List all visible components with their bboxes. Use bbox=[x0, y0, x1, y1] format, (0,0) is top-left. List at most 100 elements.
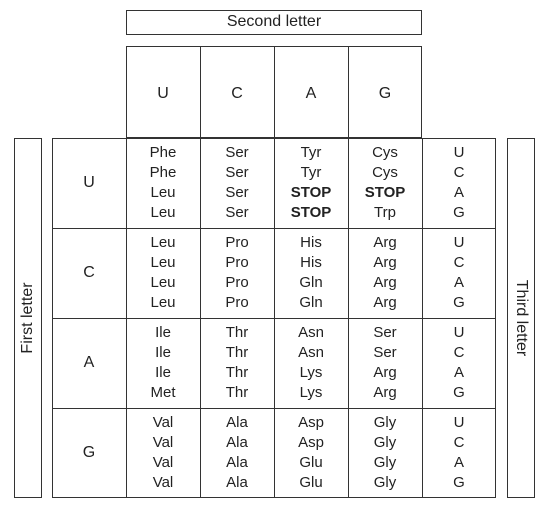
stop-codon: STOP bbox=[364, 184, 406, 201]
third-letter-c: C bbox=[453, 164, 465, 181]
first-letter-label: First letter bbox=[19, 282, 36, 354]
grid-row-divider bbox=[52, 318, 496, 319]
third-letter-a: A bbox=[453, 274, 464, 291]
amino-acid: His bbox=[300, 234, 322, 251]
amino-acid: Glu bbox=[299, 474, 323, 491]
amino-acid: Ile bbox=[155, 324, 171, 341]
amino-acid: Arg bbox=[373, 234, 397, 251]
amino-acid: Gly bbox=[373, 414, 397, 431]
third-letter-g: G bbox=[453, 384, 465, 401]
second-letter-u: U bbox=[157, 85, 169, 102]
amino-acid: Thr bbox=[225, 344, 249, 361]
third-letter-u: U bbox=[453, 324, 465, 341]
amino-acid: Asp bbox=[298, 434, 324, 451]
third-letter-c: C bbox=[453, 344, 465, 361]
amino-acid: Met bbox=[150, 384, 176, 401]
amino-acid: Pro bbox=[225, 294, 249, 311]
amino-acid: Phe bbox=[149, 164, 177, 181]
third-letter-u: U bbox=[453, 144, 465, 161]
amino-acid: Gly bbox=[373, 434, 397, 451]
amino-acid: Pro bbox=[225, 274, 249, 291]
first-letter-side-box bbox=[14, 138, 42, 498]
amino-acid: Ile bbox=[155, 344, 171, 361]
amino-acid: Ser bbox=[225, 204, 249, 221]
amino-acid: Leu bbox=[150, 184, 176, 201]
amino-acid: Asp bbox=[298, 414, 324, 431]
amino-acid: Val bbox=[152, 474, 174, 491]
amino-acid: Trp bbox=[374, 204, 396, 221]
amino-acid: Thr bbox=[225, 324, 249, 341]
third-letter-c: C bbox=[453, 254, 465, 271]
amino-acid: Ser bbox=[225, 144, 249, 161]
amino-acid: Tyr bbox=[300, 144, 322, 161]
header-divider bbox=[200, 46, 201, 138]
first-letter-c: C bbox=[83, 264, 95, 281]
stop-codon: STOP bbox=[290, 184, 332, 201]
amino-acid: Ala bbox=[226, 414, 248, 431]
stop-codon: STOP bbox=[290, 204, 332, 221]
third-letter-c: C bbox=[453, 434, 465, 451]
amino-acid: Glu bbox=[299, 454, 323, 471]
amino-acid: Lys bbox=[299, 364, 323, 381]
amino-acid: Gly bbox=[373, 454, 397, 471]
third-letter-a: A bbox=[453, 454, 464, 471]
amino-acid: Ser bbox=[225, 164, 249, 181]
amino-acid: Ser bbox=[225, 184, 249, 201]
first-letter-u: U bbox=[83, 174, 95, 191]
amino-acid: Leu bbox=[150, 254, 176, 271]
amino-acid: Lys bbox=[299, 384, 323, 401]
amino-acid: Cys bbox=[372, 164, 398, 181]
amino-acid: His bbox=[300, 254, 322, 271]
second-letter-g: G bbox=[378, 85, 392, 102]
amino-acid: Asn bbox=[298, 324, 324, 341]
amino-acid: Val bbox=[152, 434, 174, 451]
amino-acid: Leu bbox=[150, 204, 176, 221]
amino-acid: Arg bbox=[373, 254, 397, 271]
header-divider bbox=[274, 46, 275, 138]
amino-acid: Ala bbox=[226, 454, 248, 471]
grid-row-divider bbox=[52, 408, 496, 409]
second-letter-title-box bbox=[126, 10, 422, 35]
amino-acid: Asn bbox=[298, 344, 324, 361]
amino-acid: Ile bbox=[155, 364, 171, 381]
amino-acid: Arg bbox=[373, 364, 397, 381]
second-letter-title: Second letter bbox=[226, 13, 322, 30]
amino-acid: Pro bbox=[225, 234, 249, 251]
amino-acid: Gln bbox=[299, 294, 323, 311]
amino-acid: Val bbox=[152, 414, 174, 431]
second-letter-c: C bbox=[231, 85, 243, 102]
third-letter-side-box bbox=[507, 138, 535, 498]
grid-row-divider bbox=[52, 228, 496, 229]
header-divider bbox=[348, 46, 349, 138]
third-letter-a: A bbox=[453, 184, 464, 201]
third-letter-u: U bbox=[453, 234, 465, 251]
amino-acid: Ser bbox=[373, 324, 397, 341]
amino-acid: Leu bbox=[150, 274, 176, 291]
first-letter-a: A bbox=[83, 354, 95, 371]
amino-acid: Arg bbox=[373, 294, 397, 311]
amino-acid: Gly bbox=[373, 474, 397, 491]
amino-acid: Cys bbox=[372, 144, 398, 161]
third-letter-g: G bbox=[453, 474, 465, 491]
amino-acid: Ala bbox=[226, 474, 248, 491]
amino-acid: Arg bbox=[373, 274, 397, 291]
amino-acid: Leu bbox=[150, 234, 176, 251]
second-letter-a: A bbox=[305, 85, 317, 102]
amino-acid: Tyr bbox=[300, 164, 322, 181]
amino-acid: Val bbox=[152, 454, 174, 471]
amino-acid: Thr bbox=[225, 384, 249, 401]
amino-acid: Pro bbox=[225, 254, 249, 271]
amino-acid: Phe bbox=[149, 144, 177, 161]
third-letter-label: Third letter bbox=[513, 279, 530, 357]
amino-acid: Ala bbox=[226, 434, 248, 451]
first-letter-g: G bbox=[82, 444, 96, 461]
amino-acid: Thr bbox=[225, 364, 249, 381]
amino-acid: Leu bbox=[150, 294, 176, 311]
third-letter-g: G bbox=[453, 204, 465, 221]
third-letter-u: U bbox=[453, 414, 465, 431]
amino-acid: Ser bbox=[373, 344, 397, 361]
amino-acid: Gln bbox=[299, 274, 323, 291]
amino-acid: Arg bbox=[373, 384, 397, 401]
third-letter-g: G bbox=[453, 294, 465, 311]
third-letter-a: A bbox=[453, 364, 464, 381]
